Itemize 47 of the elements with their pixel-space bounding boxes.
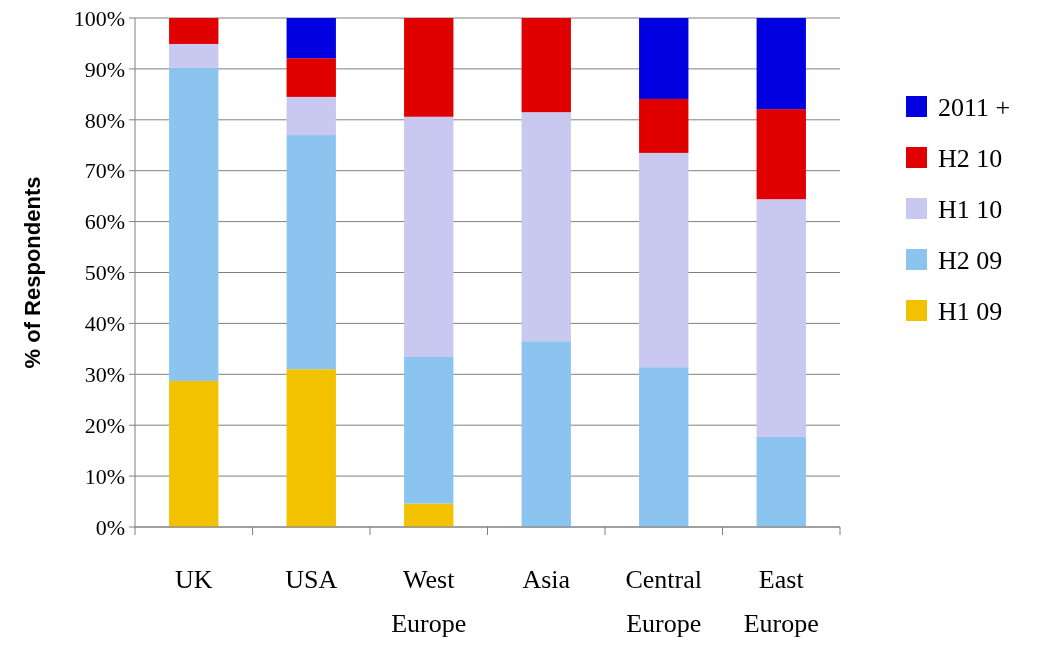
bar — [756, 199, 806, 437]
bar — [639, 152, 689, 368]
bar — [286, 135, 336, 370]
y-tick-label: 70% — [84, 158, 125, 184]
y-tick-label: 90% — [84, 56, 125, 82]
x-tick-label: West Europe — [391, 565, 467, 638]
bar — [169, 18, 219, 44]
bar — [286, 18, 336, 59]
legend-label: H1 10 — [938, 195, 1003, 225]
bar — [404, 18, 454, 117]
bar — [286, 369, 336, 527]
bar — [639, 98, 689, 153]
y-tick-label: 80% — [84, 107, 125, 133]
bar — [404, 503, 454, 527]
bar — [404, 116, 454, 357]
bar — [521, 341, 571, 527]
legend-label: H2 10 — [938, 144, 1003, 174]
y-tick-label: 60% — [84, 209, 125, 235]
bar — [521, 112, 571, 342]
legend-label: 2011 + — [938, 93, 1011, 123]
bar — [169, 43, 219, 68]
x-tick-label: UK — [174, 565, 213, 594]
y-tick-label: 10% — [84, 463, 125, 489]
bar — [286, 58, 336, 97]
y-tick-label: 40% — [84, 311, 125, 337]
x-tick-label: USA — [285, 565, 338, 594]
bar — [169, 67, 219, 381]
x-tick-label: Asia — [522, 565, 571, 594]
legend-label: H1 09 — [938, 297, 1003, 327]
y-tick-label: 100% — [73, 5, 125, 31]
y-axis-title: % of Respondents — [20, 176, 45, 369]
bar — [639, 18, 689, 99]
bar — [286, 96, 336, 136]
y-tick-label: 0% — [95, 514, 125, 540]
y-tick-label: 20% — [84, 412, 125, 438]
bar — [756, 436, 806, 527]
bar — [756, 109, 806, 200]
y-tick-label: 50% — [84, 260, 125, 286]
bar — [169, 380, 219, 527]
x-tick-label: East Europe — [743, 565, 819, 638]
bar — [639, 367, 689, 527]
bar — [756, 18, 806, 110]
legend-label: H2 09 — [938, 246, 1003, 276]
bar — [521, 18, 571, 113]
bar — [404, 356, 454, 504]
y-tick-label: 30% — [84, 362, 125, 387]
x-tick-label: Central Europe — [625, 565, 703, 638]
